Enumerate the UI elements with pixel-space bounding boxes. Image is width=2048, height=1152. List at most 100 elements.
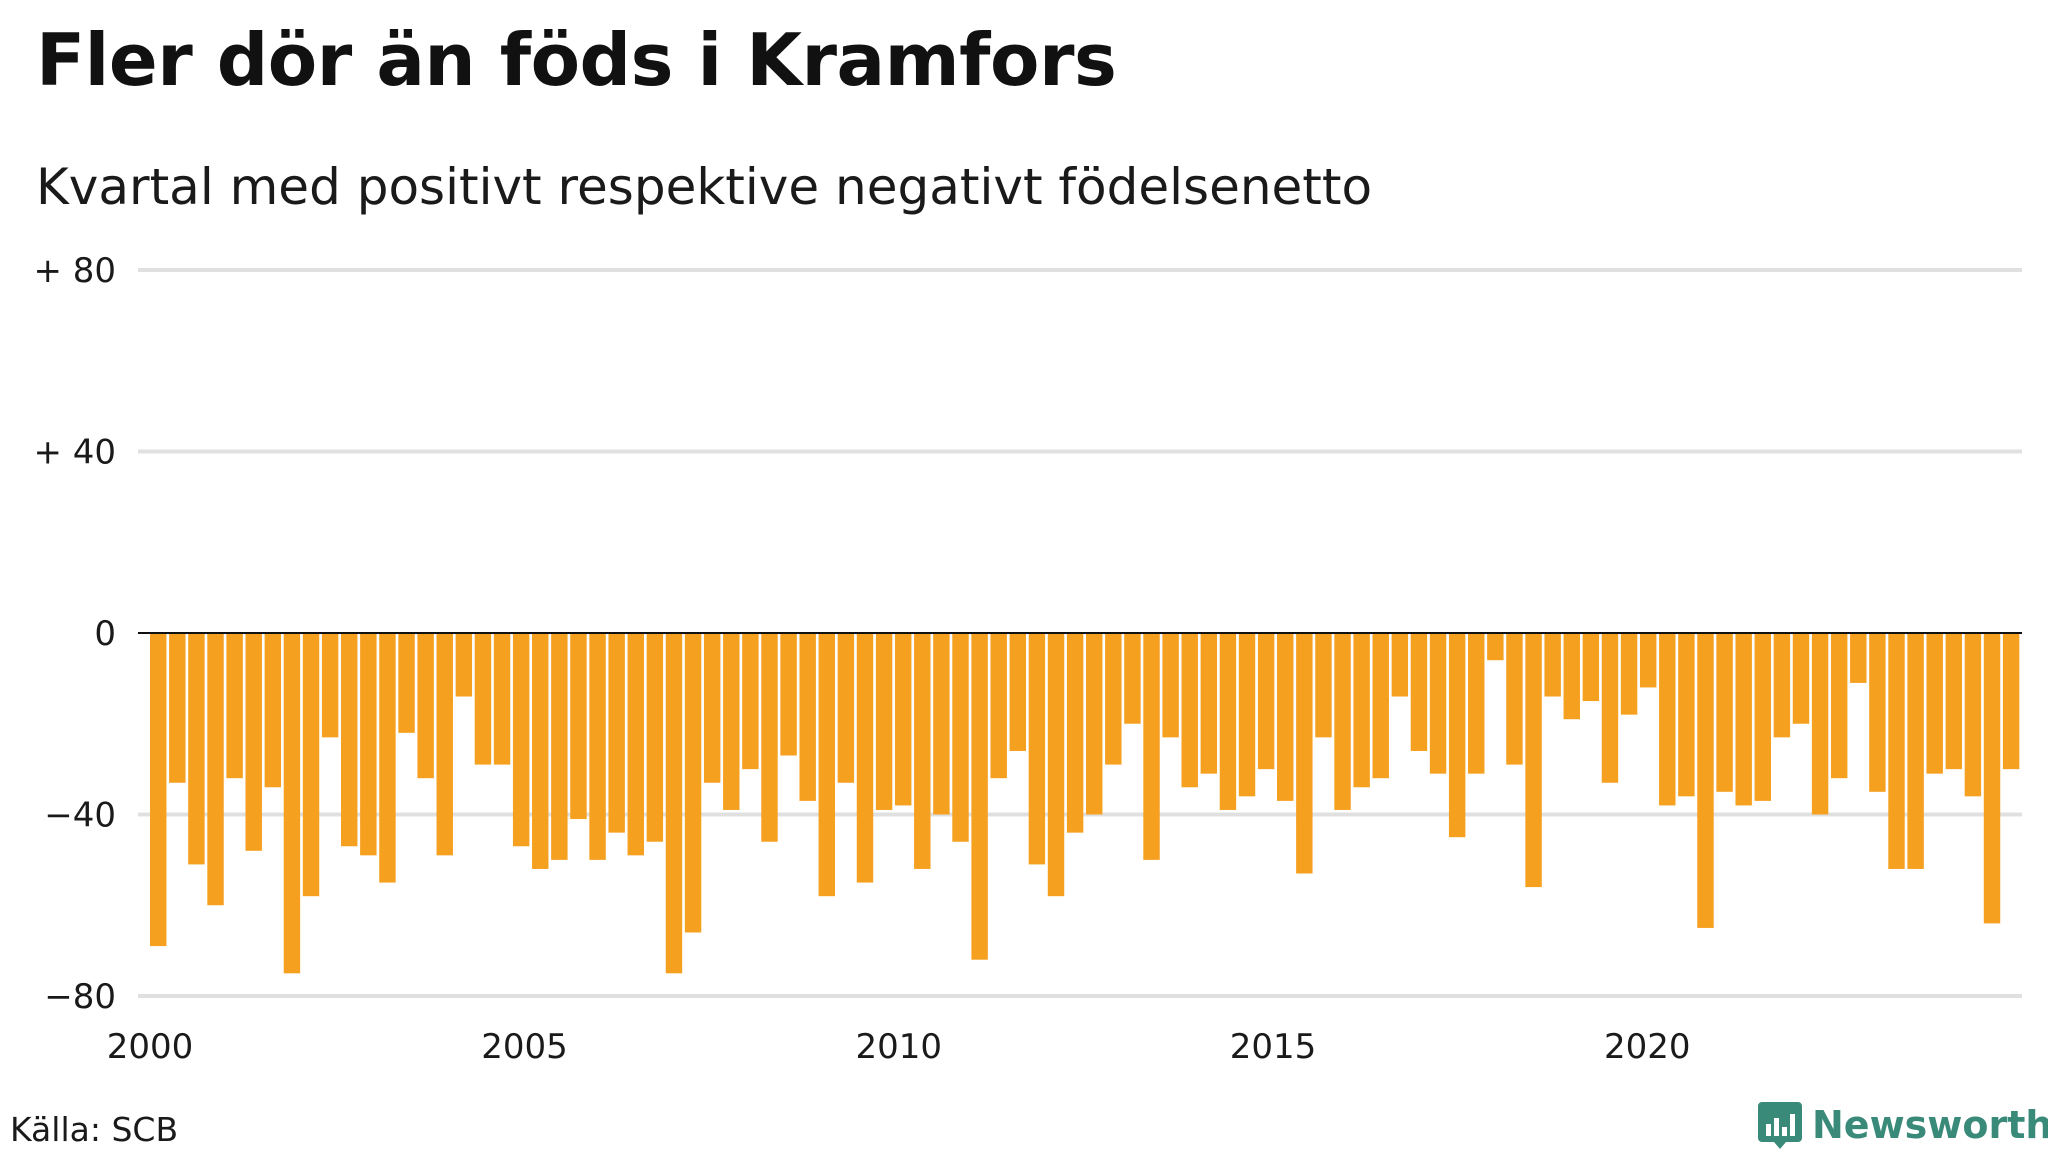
x-tick-label: 2000 [107,1027,194,1067]
bar-2019-Q4 [1659,633,1676,806]
bar-2010-Q4 [971,633,988,960]
bar-2023-Q3 [1945,633,1963,770]
bar-2021-Q1 [1754,633,1771,801]
bar-2015-Q4 [1353,633,1370,788]
y-tick-label: + 40 [33,433,116,473]
bar-2023-Q2 [1926,633,1943,774]
bar-2005-Q4 [589,633,606,860]
bar-2020-Q4 [1735,633,1752,806]
bar-2015-Q2 [1315,633,1332,738]
bar-2017-Q2 [1468,633,1485,774]
bar-2006-Q4 [665,633,683,974]
bar-2002-Q2 [321,633,339,738]
bar-2015-Q1 [1296,633,1313,874]
bar-2001-Q1 [226,633,243,779]
bar-2001-Q3 [264,633,282,788]
bar-2015-Q3 [1334,633,1351,810]
bar-2018-Q1 [1525,633,1542,888]
bar-2013-Q4 [1200,633,1218,774]
chart-title: Fler dör än föds i Kramfors [36,18,1117,102]
bar-2013-Q3 [1181,633,1198,788]
bar-2006-Q1 [608,633,625,833]
bar-2022-Q3 [1869,633,1886,792]
bar-2022-Q2 [1850,633,1867,683]
bar-2018-Q4 [1582,633,1600,702]
bar-2006-Q2 [627,633,644,856]
bar-2000-Q2 [169,633,186,783]
y-axis-labels: + 80 + 40 0 −40 −80 [33,251,116,1017]
y-tick-label: + 80 [33,251,116,291]
x-tick-label: 2020 [1604,1027,1691,1067]
bar-2009-Q1 [837,633,855,783]
bar-2002-Q3 [341,633,358,847]
bar-2024-Q2 [2002,633,2020,770]
bar-2008-Q2 [780,633,797,756]
bar-2012-Q1 [1066,633,1084,833]
bar-2013-Q2 [1162,633,1179,738]
bar-2008-Q4 [818,633,835,897]
bar-2019-Q1 [1601,633,1619,783]
bar-2022-Q1 [1830,633,1848,779]
y-tick-label: −80 [44,977,116,1017]
bar-2003-Q3 [417,633,434,779]
bar-2010-Q1 [914,633,931,869]
bar-2004-Q1 [455,633,473,697]
bar-2016-Q1 [1372,633,1389,779]
bar-2011-Q4 [1047,633,1065,897]
bar-2008-Q3 [799,633,816,801]
bar-2023-Q4 [1964,633,1982,797]
bar-2003-Q4 [436,633,453,856]
bar-2018-Q3 [1563,633,1580,720]
bar-2007-Q3 [723,633,740,810]
bar-2014-Q1 [1219,633,1237,810]
bar-2004-Q2 [474,633,492,765]
bar-2014-Q2 [1238,633,1256,797]
x-tick-label: 2015 [1230,1027,1317,1067]
bar-2019-Q2 [1620,633,1638,715]
bar-2001-Q2 [245,633,262,851]
bar-2020-Q1 [1678,633,1695,797]
bar-2023-Q1 [1907,633,1924,869]
bar-2017-Q3 [1487,633,1504,661]
bar-2017-Q1 [1448,633,1466,838]
bar-2020-Q3 [1716,633,1733,792]
bar-2019-Q3 [1639,633,1657,688]
x-tick-label: 2010 [855,1027,942,1067]
bar-2013-Q1 [1143,633,1160,860]
bar-2012-Q3 [1105,633,1122,765]
bar-2005-Q3 [570,633,587,820]
y-tick-label: 0 [94,614,116,654]
bar-2005-Q1 [532,633,549,869]
bar-2007-Q1 [684,633,702,933]
bars [150,633,2020,974]
bar-2004-Q3 [493,633,511,765]
x-tick-label: 2005 [481,1027,568,1067]
bar-2007-Q4 [742,633,759,770]
bar-2002-Q4 [360,633,377,856]
y-tick-label: −40 [44,796,116,836]
bar-2021-Q2 [1773,633,1791,738]
brand-logo-link: Newsworthy [1758,1100,2048,1150]
bar-2021-Q3 [1792,633,1810,724]
bar-2010-Q2 [933,633,950,815]
bar-2017-Q4 [1506,633,1523,765]
bar-2018-Q2 [1544,633,1561,697]
bar-2012-Q4 [1124,633,1141,724]
bar-2021-Q4 [1811,633,1829,815]
bar-2016-Q3 [1410,633,1428,751]
bar-2024-Q1 [1983,633,2001,924]
bar-2008-Q1 [761,633,778,842]
bar-2000-Q1 [150,633,167,947]
bar-2014-Q3 [1257,633,1275,770]
bar-2016-Q4 [1429,633,1447,774]
bar-2022-Q4 [1888,633,1905,869]
bar-2000-Q3 [188,633,205,865]
bar-2000-Q4 [207,633,224,906]
bar-2011-Q3 [1028,633,1046,865]
bar-2009-Q4 [894,633,912,806]
chart-subtitle: Kvartal med positivt respektive negativt… [36,158,1373,216]
bar-2001-Q4 [283,633,301,974]
bar-2011-Q1 [990,633,1007,779]
bar-2005-Q2 [551,633,568,860]
